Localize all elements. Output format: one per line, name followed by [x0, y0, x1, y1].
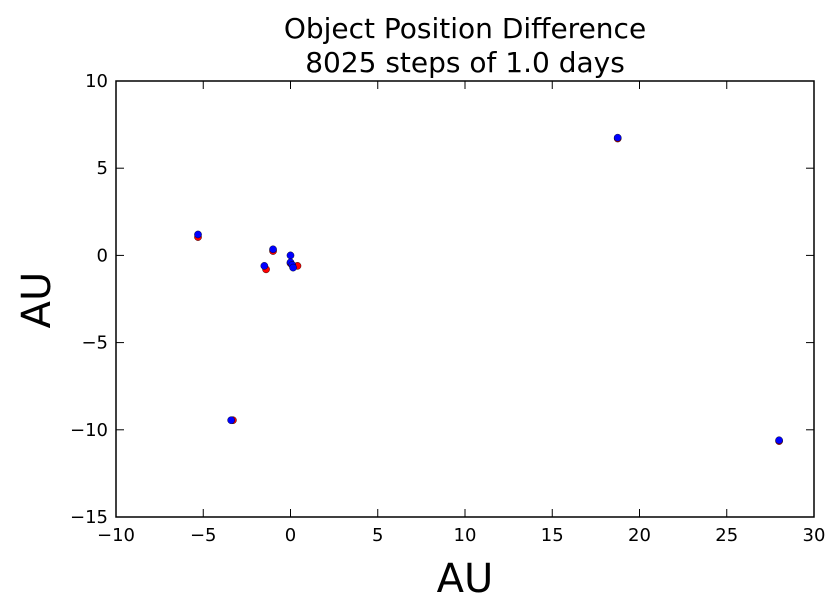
- y-tick-label: −10: [70, 420, 108, 441]
- blue-point: [289, 263, 297, 272]
- points-layer: [194, 133, 783, 445]
- blue-point: [227, 416, 235, 425]
- x-tick-label: 10: [454, 525, 477, 546]
- y-tick-label: 10: [85, 71, 108, 92]
- chart-title-line-2: 8025 steps of 1.0 days: [305, 46, 625, 79]
- x-tick-label: 20: [628, 525, 651, 546]
- blue-point: [775, 436, 783, 445]
- plot-frame: [115, 80, 815, 518]
- y-tick-label: −15: [70, 507, 108, 528]
- blue-point: [286, 251, 295, 260]
- x-tick-label: −5: [190, 525, 217, 546]
- y-tick-label: 0: [97, 245, 108, 266]
- y-tick-label: 5: [97, 158, 108, 179]
- x-axis-label: AU: [437, 556, 494, 602]
- blue-point: [613, 133, 622, 142]
- x-tick-label: 30: [803, 525, 826, 546]
- x-tick-label: 25: [715, 525, 738, 546]
- blue-point: [269, 245, 277, 254]
- x-tick-label: 15: [541, 525, 564, 546]
- x-tick-label: 5: [372, 525, 383, 546]
- blue-point: [260, 262, 269, 270]
- chart-title-line-1: Object Position Difference: [284, 12, 646, 45]
- y-tick-label: −5: [81, 333, 108, 354]
- x-tick-label: 0: [285, 525, 296, 546]
- x-tick-label: −10: [97, 525, 135, 546]
- y-axis-label: AU: [14, 272, 60, 329]
- blue-point: [194, 230, 202, 239]
